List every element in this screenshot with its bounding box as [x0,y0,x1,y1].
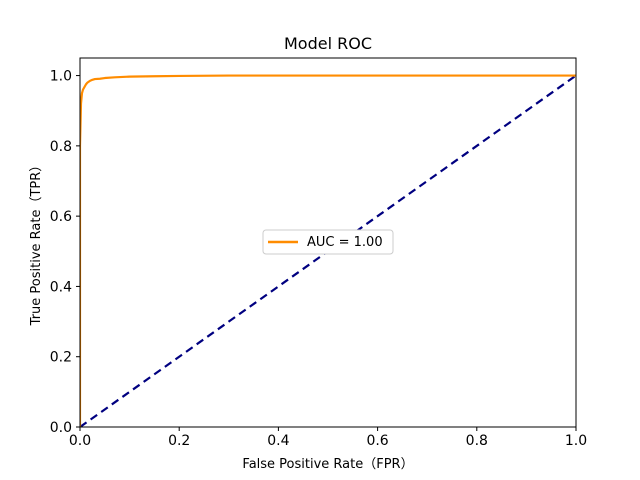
x-tick-label: 1.0 [565,433,587,449]
x-tick-label: 0.4 [267,433,289,449]
y-tick-label: 0.0 [50,420,72,436]
x-tick-label: 0.8 [466,433,488,449]
y-axis-label: True Positive Rate（TPR） [29,159,44,327]
roc-curve-line [80,74,576,427]
y-tick-label: 0.2 [50,350,72,366]
y-tick-label: 0.6 [50,209,72,225]
plot-frame [79,57,577,428]
y-axis-ticks: 0.0 0.2 0.4 0.6 0.8 1.0 [50,69,80,436]
x-tick-label: 0.0 [69,433,91,449]
x-tick-label: 0.6 [366,433,388,449]
x-axis-ticks: 0.0 0.2 0.4 0.6 0.8 1.0 [69,427,587,449]
legend-box [262,229,394,255]
y-tick-label: 0.4 [50,279,72,295]
y-tick-label: 0.8 [50,139,72,155]
legend: AUC = 1.00 [262,229,394,255]
chart-title: Model ROC [284,34,372,53]
y-tick-label: 1.0 [50,69,72,85]
legend-label-auc: AUC = 1.00 [307,235,383,250]
x-tick-label: 0.2 [168,433,190,449]
x-axis-label: False Positive Rate（FPR） [242,457,413,472]
